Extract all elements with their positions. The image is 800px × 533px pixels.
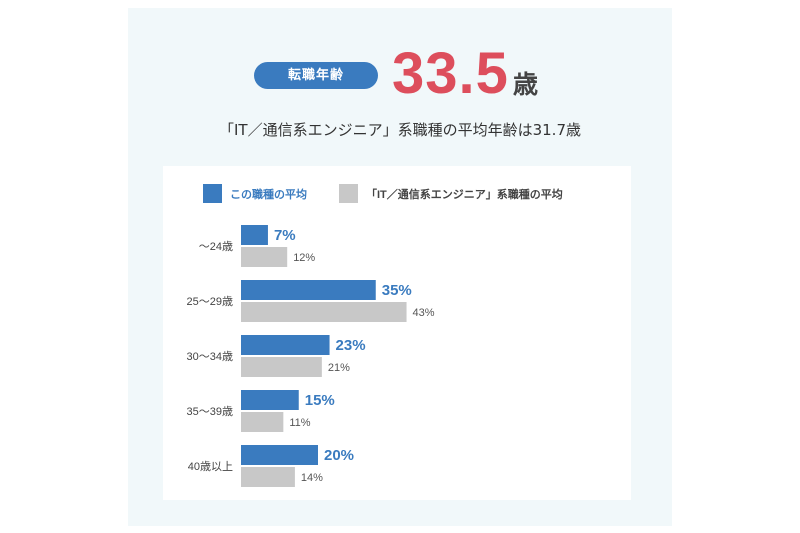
age-distribution-chart: この職種の平均 「IT／通信系エンジニア」系職種の平均 ～24歳 7% 12% 25～2… <box>163 166 631 500</box>
bar-primary <box>241 390 299 410</box>
chart-svg: この職種の平均 「IT／通信系エンジニア」系職種の平均 ～24歳 7% 12% 25～2… <box>187 184 563 487</box>
average-age-value: 33.5 <box>392 41 509 106</box>
bar-primary <box>241 280 376 300</box>
bar-secondary <box>241 302 407 322</box>
chart-bars: ～24歳 7% 12% 25～29歳 35%43% 30～34歳 23% 21% 35～39歳 1… <box>187 225 435 487</box>
data-label-secondary: 14% <box>301 472 323 484</box>
bar-secondary <box>241 467 295 487</box>
category-label: ～24歳 <box>199 240 233 253</box>
legend-label-2: 「IT／通信系エンジニア」系職種の平均 <box>366 187 563 201</box>
legend-label-1: この職種の平均 <box>230 187 307 201</box>
category-label: 25～29歳 <box>187 295 233 308</box>
bar-secondary <box>241 357 322 377</box>
data-label-primary: 20% <box>324 447 354 464</box>
bar-secondary <box>241 412 284 432</box>
category-label: 35～39歳 <box>187 405 233 418</box>
average-age-unit: 歳 <box>513 70 539 99</box>
legend-swatch-1 <box>203 184 222 203</box>
category-label: 30～34歳 <box>187 350 233 363</box>
bar-primary <box>241 225 268 245</box>
age-badge: 転職年齢 <box>254 62 378 89</box>
data-label-primary: 15% <box>305 392 335 409</box>
chart-legend: この職種の平均 「IT／通信系エンジニア」系職種の平均 <box>203 184 563 203</box>
legend-swatch-2 <box>339 184 358 203</box>
bar-primary <box>241 335 330 355</box>
bar-primary <box>241 445 318 465</box>
data-label-primary: 35% <box>382 282 412 299</box>
data-label-secondary: 12% <box>293 252 315 264</box>
data-label-primary: 23% <box>336 337 366 354</box>
data-label-primary: 7% <box>274 227 296 244</box>
data-label-secondary: 21% <box>328 362 350 374</box>
data-label-secondary: 43% <box>413 307 435 319</box>
category-label: 40歳以上 <box>188 460 233 473</box>
average-age-subtitle: 「IT／通信系エンジニア」系職種の平均年齢は31.7歳 <box>219 121 581 139</box>
data-label-secondary: 11% <box>289 417 310 429</box>
bar-secondary <box>241 247 288 267</box>
